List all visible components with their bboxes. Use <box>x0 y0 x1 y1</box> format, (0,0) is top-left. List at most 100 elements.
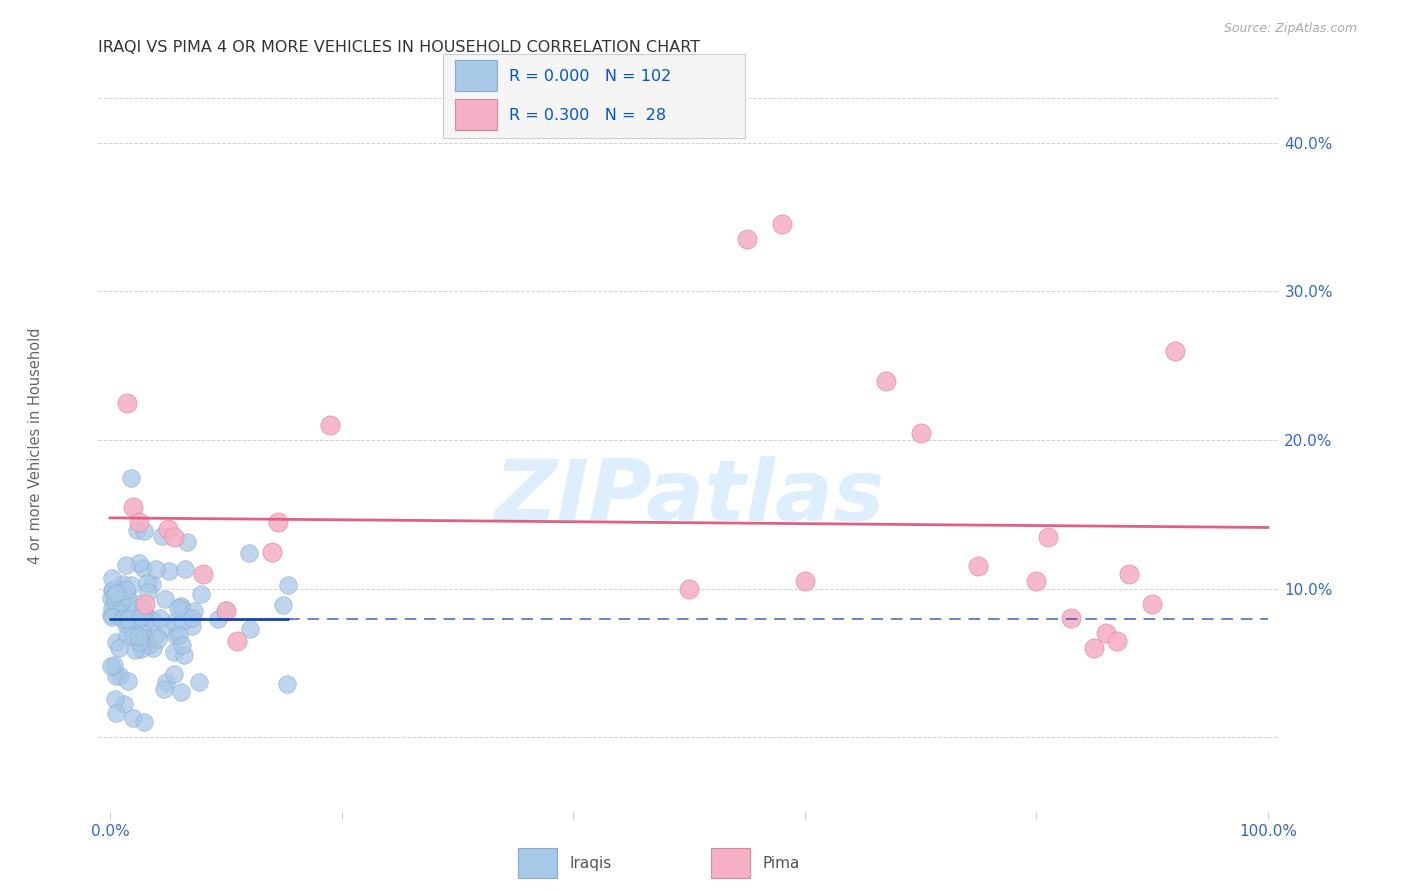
Point <box>770 218 793 232</box>
Point <box>105 669 128 683</box>
Point <box>136 638 159 652</box>
Point <box>111 612 134 626</box>
Bar <box>517 847 557 879</box>
Text: ZIPatlas: ZIPatlas <box>494 456 884 540</box>
Point <box>170 599 193 613</box>
Point <box>238 546 260 560</box>
Point <box>128 556 150 570</box>
Point <box>117 674 139 689</box>
Point <box>142 614 165 628</box>
Point <box>105 607 128 622</box>
Point <box>163 645 186 659</box>
Point <box>187 674 209 689</box>
Point <box>103 658 125 673</box>
Point <box>136 585 159 599</box>
Point <box>239 622 262 636</box>
Point <box>145 562 167 576</box>
Point <box>103 583 125 598</box>
Point <box>190 586 212 600</box>
Text: Source: ZipAtlas.com: Source: ZipAtlas.com <box>1223 22 1357 36</box>
Text: IRAQI VS PIMA 4 OR MORE VEHICLES IN HOUSEHOLD CORRELATION CHART: IRAQI VS PIMA 4 OR MORE VEHICLES IN HOUS… <box>98 40 700 55</box>
Point <box>108 585 131 599</box>
Point <box>793 574 815 589</box>
Point <box>128 515 150 529</box>
Point <box>128 629 150 643</box>
Point <box>165 629 187 643</box>
Point <box>155 620 177 634</box>
Point <box>155 675 177 690</box>
Point <box>1060 611 1083 625</box>
Point <box>122 710 145 724</box>
Point <box>115 582 138 597</box>
Point <box>180 611 202 625</box>
Point <box>107 640 129 655</box>
Point <box>156 522 179 536</box>
Point <box>132 714 155 729</box>
Point <box>104 706 127 720</box>
Point <box>134 618 156 632</box>
Point <box>169 685 191 699</box>
Point <box>110 594 132 608</box>
Text: Iraqis: Iraqis <box>569 855 612 871</box>
Point <box>146 632 169 647</box>
Point <box>103 589 125 603</box>
Point <box>215 604 238 618</box>
Point <box>145 627 167 641</box>
Point <box>132 561 155 575</box>
Point <box>207 612 229 626</box>
Point <box>114 618 136 632</box>
Point <box>104 596 127 610</box>
Point <box>167 628 190 642</box>
Bar <box>711 847 751 879</box>
Point <box>108 591 131 606</box>
Point <box>162 615 184 630</box>
Point <box>277 578 299 592</box>
Point <box>129 642 152 657</box>
Point <box>157 564 180 578</box>
Point <box>105 635 128 649</box>
Point <box>104 586 127 600</box>
Point <box>114 588 136 602</box>
Point <box>101 571 124 585</box>
Point <box>910 425 932 440</box>
Point <box>134 632 156 646</box>
Point <box>226 633 249 648</box>
Point <box>1094 626 1116 640</box>
Text: R = 0.000   N = 102: R = 0.000 N = 102 <box>509 69 672 84</box>
Point <box>120 471 142 485</box>
Point <box>104 588 127 602</box>
Point <box>1118 566 1140 581</box>
Point <box>122 596 145 610</box>
Point <box>134 524 156 538</box>
Point <box>122 500 145 514</box>
Point <box>111 609 134 624</box>
Point <box>115 590 138 604</box>
Point <box>121 623 143 637</box>
Point <box>1036 530 1059 544</box>
Point <box>108 668 131 682</box>
Point <box>124 619 146 633</box>
Point <box>100 658 122 673</box>
Point <box>1083 641 1105 656</box>
Point <box>276 677 298 691</box>
Point <box>142 641 165 656</box>
Point <box>1164 343 1187 358</box>
Point <box>138 610 160 624</box>
Point <box>117 612 139 626</box>
Point <box>107 582 129 597</box>
Point <box>100 591 122 605</box>
Point <box>170 599 193 614</box>
Point <box>117 396 139 410</box>
Point <box>1107 633 1129 648</box>
Point <box>149 610 172 624</box>
Point <box>132 602 155 616</box>
Point <box>173 648 195 663</box>
Point <box>150 528 173 542</box>
Point <box>180 619 202 633</box>
Point <box>153 681 176 696</box>
Point <box>100 607 122 622</box>
Point <box>735 232 758 246</box>
Point <box>115 558 138 572</box>
Point <box>131 610 153 624</box>
Point <box>135 575 157 590</box>
